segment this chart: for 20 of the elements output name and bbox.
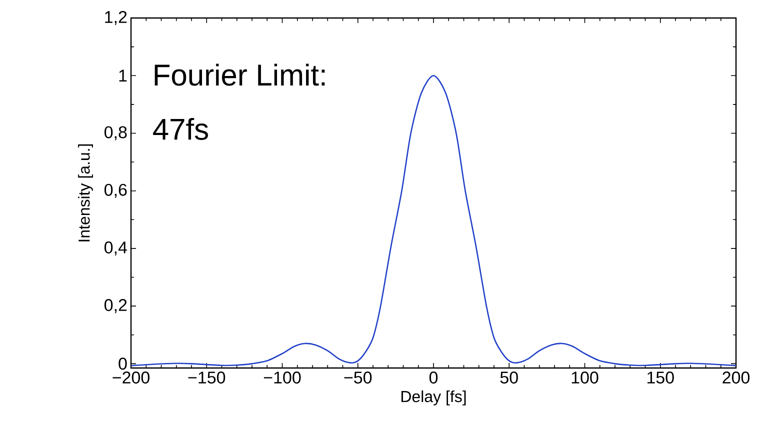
annotation: Fourier Limit: [154,64,325,86]
x-tick-label: 150 [648,372,674,384]
x-tick-label: −150 [188,372,226,384]
y-tick-label: 0,6 [104,184,127,198]
x-tick-label: −200 [112,372,150,384]
x-tick-label: −50 [344,372,372,384]
y-tick-label: 0 [118,358,127,370]
y-axis-title: Intensity [a.u.] [78,144,93,242]
x-tick-label: 50 [500,372,518,384]
y-tick-label: 0,2 [104,299,127,314]
x-tick-label: 200 [722,372,750,384]
annotation: 47fs [153,118,208,140]
x-tick-label: 0 [429,372,438,384]
x-tick-label: −100 [264,372,301,384]
y-tick-label: 0,4 [104,241,127,256]
y-tick-label: 0,8 [104,126,127,140]
x-axis-title: Delay [fs] [401,390,466,406]
y-tick-label: 1,2 [105,10,127,26]
x-tick-label: 100 [572,372,598,384]
y-tick-label: 1 [119,70,127,82]
